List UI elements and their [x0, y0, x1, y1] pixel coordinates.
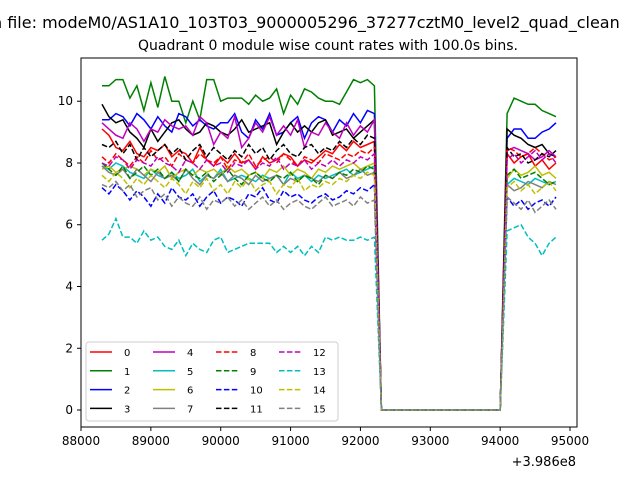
x-axis: 88000 89000 90000 91000 92000 93000 94000 95000 [62, 427, 589, 448]
legend-label-11: 11 [250, 404, 263, 415]
x-offset-label: +3.986e8 [512, 455, 576, 470]
legend-box [85, 341, 339, 422]
series-line-10 [101, 182, 557, 411]
x-tick-label: 92000 [341, 434, 379, 448]
series-line-8 [101, 145, 557, 411]
series-line-9 [101, 162, 557, 411]
y-tick-label: 6 [65, 218, 73, 232]
series-line-13 [101, 216, 557, 411]
figure-suptitle: n file: modeM0/AS1A10_103T03_9000005296_… [0, 13, 620, 33]
legend-label-2: 2 [124, 386, 130, 397]
x-tick-label: 90000 [202, 434, 240, 448]
legend-label-1: 1 [124, 367, 130, 378]
legend-label-8: 8 [250, 348, 256, 359]
x-tick-label: 95000 [551, 434, 589, 448]
legend-label-13: 13 [313, 367, 326, 378]
x-tick-label: 94000 [481, 434, 519, 448]
y-tick-label: 8 [65, 156, 73, 170]
chart-title: Quadrant 0 module wise count rates with … [138, 38, 518, 54]
legend-label-5: 5 [187, 367, 193, 378]
series-line-14 [101, 171, 557, 411]
legend-label-14: 14 [313, 386, 326, 397]
legend-label-12: 12 [313, 348, 326, 359]
series-line-15 [101, 180, 557, 411]
legend-label-0: 0 [124, 348, 130, 359]
legend-label-15: 15 [313, 404, 326, 415]
y-tick-label: 10 [58, 94, 73, 108]
x-tick-label: 93000 [411, 434, 449, 448]
series-layer [101, 76, 557, 411]
legend-label-3: 3 [124, 404, 130, 415]
y-tick-label: 4 [65, 280, 73, 294]
x-tick-label: 89000 [132, 434, 170, 448]
legend-label-4: 4 [187, 348, 193, 359]
x-tick-label: 88000 [62, 434, 100, 448]
legend-label-9: 9 [250, 367, 256, 378]
y-tick-label: 0 [65, 403, 73, 417]
plot-frame [80, 57, 578, 428]
y-tick-label: 2 [65, 341, 73, 355]
x-tick-label: 91000 [271, 434, 309, 448]
y-axis: 0 2 4 6 8 10 [58, 94, 81, 417]
legend-label-6: 6 [187, 386, 193, 397]
legend-label-10: 10 [250, 386, 263, 397]
legend-label-7: 7 [187, 404, 193, 415]
